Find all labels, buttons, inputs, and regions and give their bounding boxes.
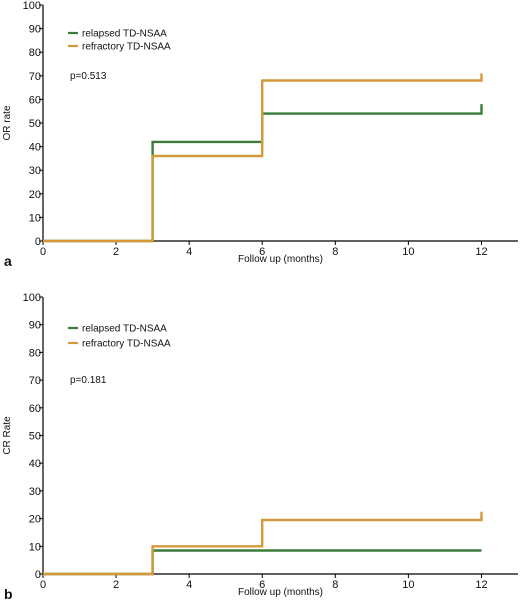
y-tick-label: 10 (29, 541, 41, 553)
y-tick-label: 30 (29, 165, 41, 177)
y-tick-label: 30 (29, 486, 41, 498)
x-tick-label: 6 (259, 246, 265, 258)
x-tick-label: 2 (113, 579, 119, 591)
panel-label: a (4, 253, 12, 269)
x-tick-label: 0 (40, 579, 46, 591)
y-tick-label: 20 (29, 189, 41, 201)
y-axis-title: OR rate (2, 105, 13, 140)
chart-panel-b: 0 10 20 30 40 50 60 70 80 90 100 0 2 4 6 8 10 12 Follow up… (2, 292, 518, 602)
legend-label: relapsed TD-NSAA (82, 324, 167, 335)
x-tick-label: 12 (475, 579, 487, 591)
series-line-refractory (43, 511, 483, 576)
legend-label: relapsed TD-NSAA (82, 29, 167, 40)
panel-label: b (4, 586, 13, 602)
x-tick-label: 2 (113, 246, 119, 258)
y-tick-label: 70 (29, 375, 41, 387)
chart-panel-a: 0 10 20 30 40 50 60 70 80 90 100 0 2 4 6 8 10 12 Follow up… (2, 0, 518, 269)
y-tick-label: 90 (29, 320, 41, 332)
series-line-relapsed (43, 549, 482, 576)
x-tick-label: 0 (40, 246, 46, 258)
y-tick-label: 50 (29, 431, 41, 443)
x-tick-label: 6 (259, 579, 265, 591)
x-tick-label: 4 (186, 579, 192, 591)
x-tick-label: 4 (186, 246, 192, 258)
y-tick-label: 40 (29, 142, 41, 154)
x-tick-label: 10 (402, 246, 414, 258)
x-tick-label: 8 (332, 246, 338, 258)
x-tick-label: 10 (402, 579, 414, 591)
x-axis-title: Follow up (months) (238, 587, 323, 598)
y-tick-label: 50 (29, 118, 41, 130)
legend-label: refractory TD-NSAA (82, 339, 171, 350)
x-tick-label: 12 (475, 246, 487, 258)
y-tick-label: 20 (29, 514, 41, 526)
p-value-annotation: p=0.181 (70, 375, 107, 386)
y-tick-label: 90 (29, 24, 41, 36)
y-tick-label: 10 (29, 212, 41, 224)
x-axis-title: Follow up (months) (238, 254, 323, 265)
x-tick-label: 8 (332, 579, 338, 591)
legend-label: refractory TD-NSAA (82, 42, 171, 53)
p-value-annotation: p=0.513 (70, 71, 107, 82)
y-tick-label: 40 (29, 458, 41, 470)
y-tick-label: 100 (23, 292, 41, 304)
y-tick-label: 80 (29, 347, 41, 359)
y-axis-title: CR Rate (2, 416, 13, 455)
series-line-refractory (43, 73, 483, 243)
y-tick-label: 70 (29, 71, 41, 83)
y-tick-label: 0 (35, 569, 41, 581)
y-tick-label: 80 (29, 47, 41, 59)
y-tick-label: 60 (29, 403, 41, 415)
y-tick-label: 0 (35, 236, 41, 248)
y-tick-label: 60 (29, 94, 41, 106)
y-tick-label: 100 (23, 0, 41, 12)
